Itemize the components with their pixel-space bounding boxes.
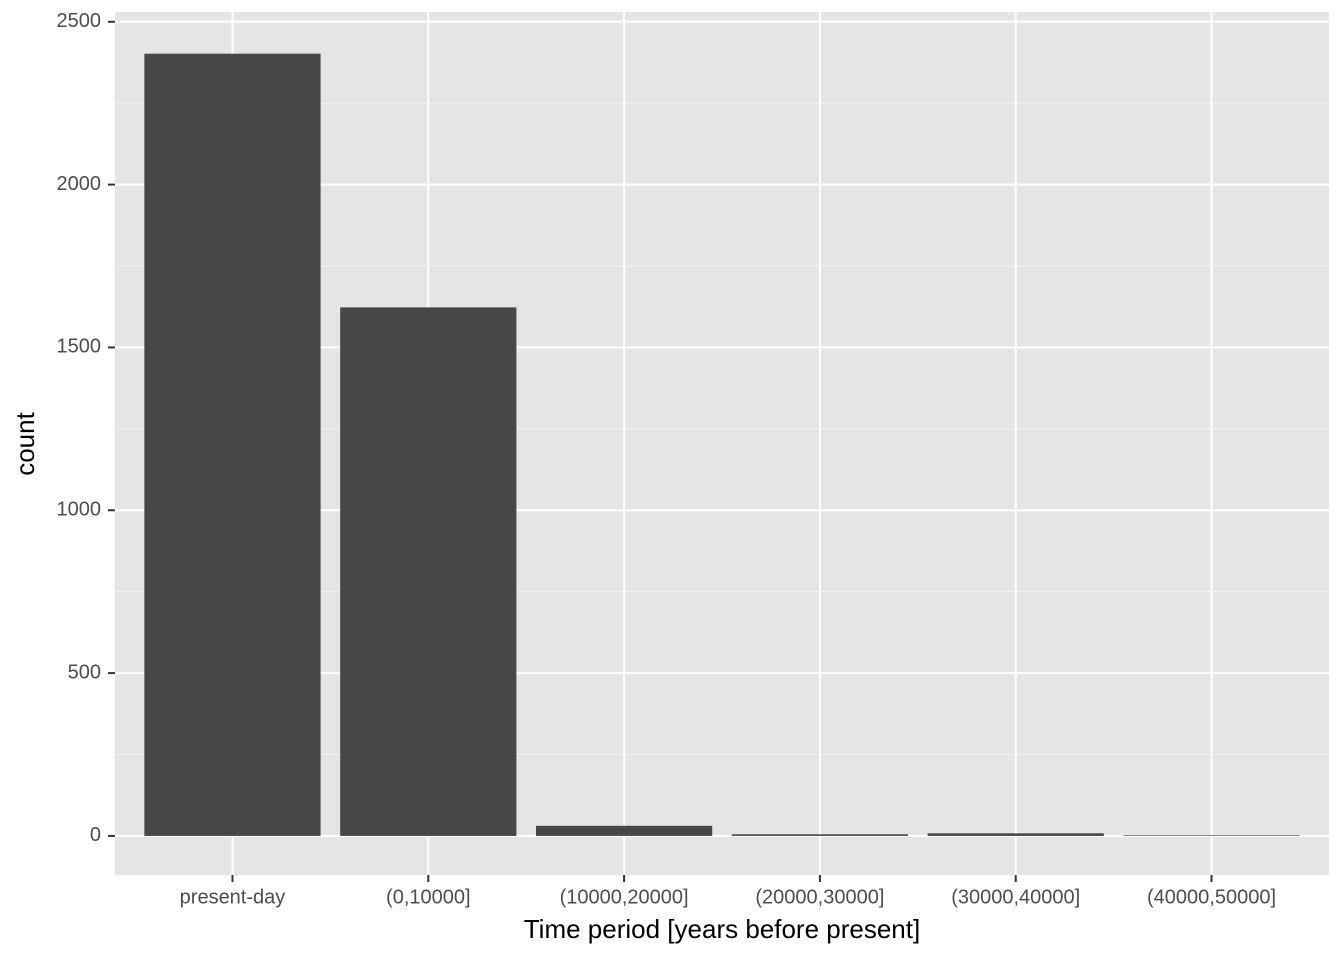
x-axis-title: Time period [years before present]: [524, 914, 920, 944]
y-tick-label: 1500: [57, 336, 102, 358]
x-tick-label: (30000,40000]: [951, 886, 1080, 908]
x-tick-label: present-day: [180, 886, 286, 908]
y-tick-label: 1000: [57, 499, 102, 521]
x-tick-label: (0,10000]: [386, 886, 471, 908]
y-tick-label: 2500: [57, 10, 102, 32]
bar: [1123, 835, 1300, 836]
y-axis-title: count: [10, 411, 40, 475]
bar: [731, 834, 909, 836]
x-tick-label: (20000,30000]: [755, 886, 884, 908]
bar: [535, 825, 713, 836]
y-tick-label: 2000: [57, 173, 102, 195]
bar: [144, 53, 321, 836]
x-tick-label: (10000,20000]: [560, 886, 689, 908]
y-tick-label: 500: [68, 661, 101, 683]
bar: [340, 307, 517, 836]
x-tick-label: (40000,50000]: [1147, 886, 1276, 908]
y-tick-label: 0: [90, 824, 101, 846]
bar: [927, 833, 1104, 836]
